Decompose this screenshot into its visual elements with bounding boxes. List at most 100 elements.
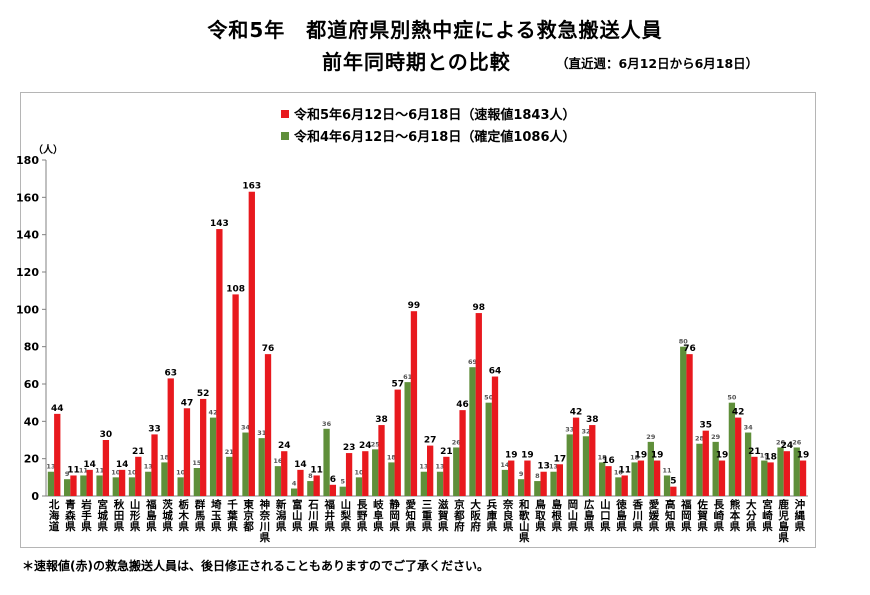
data-label-previous: 33 bbox=[565, 425, 574, 433]
bar-previous bbox=[47, 471, 55, 496]
data-label-previous: 18 bbox=[387, 453, 397, 461]
legend-item-current: 令和5年6月12日～6月18日（速報値1843人） bbox=[281, 104, 576, 123]
data-label-current: 63 bbox=[164, 368, 177, 378]
bar-previous bbox=[355, 477, 363, 496]
data-label-previous: 5 bbox=[341, 478, 346, 486]
bar-current bbox=[427, 445, 434, 496]
category-label: 大阪府 bbox=[470, 498, 481, 533]
bar-current bbox=[70, 475, 77, 496]
bar-previous bbox=[242, 432, 249, 496]
category-label: 奈良県 bbox=[502, 498, 514, 533]
bar-previous bbox=[96, 475, 103, 496]
data-label-current: 24 bbox=[781, 441, 794, 451]
data-label-previous: 15 bbox=[192, 459, 202, 467]
bar-previous bbox=[64, 479, 71, 496]
data-label-current: 11 bbox=[618, 465, 631, 475]
bar-current bbox=[589, 425, 596, 496]
bar-previous bbox=[161, 462, 168, 496]
data-label-current: 21 bbox=[132, 447, 145, 457]
bar-previous bbox=[696, 443, 703, 496]
bar-current bbox=[735, 417, 742, 496]
bar-current bbox=[799, 460, 807, 496]
bar-current bbox=[216, 229, 223, 497]
data-label-previous: 21 bbox=[225, 448, 235, 456]
category-label: 兵庫県 bbox=[487, 498, 498, 533]
y-tick-label: 0 bbox=[31, 490, 39, 503]
data-label-previous: 34 bbox=[241, 424, 251, 432]
bar-previous bbox=[647, 441, 654, 496]
data-label-current: 21 bbox=[748, 447, 761, 457]
bar-current bbox=[508, 460, 515, 496]
data-label-current: 30 bbox=[100, 430, 113, 440]
y-tick-label: 80 bbox=[24, 341, 40, 354]
bar-current bbox=[686, 354, 693, 496]
data-label-current: 14 bbox=[83, 460, 96, 470]
category-label: 神奈川県 bbox=[259, 498, 271, 544]
bar-current bbox=[281, 451, 288, 496]
category-label: 三重県 bbox=[422, 499, 433, 533]
bar-current bbox=[248, 191, 255, 496]
data-label-current: 163 bbox=[242, 182, 261, 192]
bar-current bbox=[297, 469, 304, 496]
bar-previous bbox=[80, 475, 87, 496]
chart-subtitle: （直近週：6月12日から6月18日） bbox=[556, 56, 759, 71]
data-label-previous: 14 bbox=[500, 461, 510, 469]
y-tick-label: 180 bbox=[16, 154, 39, 167]
category-label: 長野県 bbox=[357, 499, 368, 533]
category-label: 福岡県 bbox=[680, 498, 692, 533]
y-tick-label: 160 bbox=[16, 191, 39, 204]
legend-label-current: 令和5年6月12日～6月18日（速報値1843人） bbox=[294, 108, 576, 123]
bar-previous bbox=[615, 477, 622, 496]
category-label: 岐阜県 bbox=[373, 498, 384, 533]
category-label: 山口県 bbox=[600, 498, 611, 533]
data-label-current: 42 bbox=[732, 408, 745, 418]
category-label: 青森県 bbox=[64, 498, 76, 533]
bar-previous bbox=[404, 382, 411, 496]
data-label-current: 17 bbox=[554, 454, 567, 464]
data-label-current: 14 bbox=[294, 460, 307, 470]
data-label-previous: 9 bbox=[65, 470, 70, 478]
bar-current bbox=[232, 294, 239, 496]
data-label-current: 18 bbox=[764, 452, 777, 462]
data-label-current: 76 bbox=[683, 344, 696, 354]
data-label-previous: 10 bbox=[614, 468, 624, 476]
bar-previous bbox=[744, 432, 752, 496]
legend-label-previous: 令和4年6月12日～6月18日（確定値1086人） bbox=[294, 130, 576, 145]
bar-current bbox=[653, 460, 661, 496]
data-label-previous: 36 bbox=[322, 420, 332, 428]
data-label-previous: 31 bbox=[257, 429, 267, 437]
bar-previous bbox=[761, 460, 768, 496]
category-label: 熊本県 bbox=[730, 498, 741, 533]
bar-current bbox=[524, 460, 531, 496]
bar-previous bbox=[339, 486, 346, 496]
legend-item-previous: 令和4年6月12日～6月18日（確定値1086人） bbox=[281, 126, 576, 145]
data-label-previous: 50 bbox=[484, 394, 494, 402]
bar-previous bbox=[728, 402, 736, 496]
category-label: 長崎県 bbox=[714, 499, 725, 533]
category-label: 岩手県 bbox=[80, 498, 92, 533]
data-label-previous: 11 bbox=[79, 466, 89, 474]
data-label-previous: 13 bbox=[549, 463, 558, 471]
data-label-previous: 13 bbox=[419, 463, 428, 471]
data-label-current: 35 bbox=[700, 421, 713, 431]
data-label-previous: 26 bbox=[792, 438, 802, 446]
data-label-current: 42 bbox=[570, 408, 583, 418]
data-label-current: 19 bbox=[797, 451, 810, 461]
category-label: 千葉県 bbox=[226, 498, 238, 533]
bar-current bbox=[491, 376, 499, 496]
data-label-previous: 61 bbox=[403, 373, 413, 381]
category-label: 広島県 bbox=[584, 498, 595, 533]
data-label-current: 11 bbox=[310, 465, 323, 475]
bar-current bbox=[443, 456, 450, 496]
category-label: 岡山県 bbox=[568, 499, 579, 533]
data-label-previous: 32 bbox=[581, 427, 590, 435]
data-label-previous: 69 bbox=[468, 358, 478, 366]
category-label: 沖縄県 bbox=[795, 498, 806, 533]
y-tick-label: 120 bbox=[16, 266, 39, 279]
bar-current bbox=[135, 456, 142, 496]
data-label-current: 21 bbox=[440, 447, 453, 457]
chart-title-line2: 前年同時期との比較 bbox=[322, 50, 511, 74]
data-label-previous: 19 bbox=[760, 452, 770, 460]
category-label: 福島県 bbox=[145, 498, 157, 533]
data-label-previous: 9 bbox=[519, 470, 524, 478]
